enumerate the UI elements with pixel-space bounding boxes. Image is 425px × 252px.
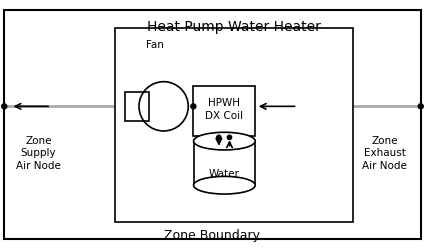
Bar [194, 141, 255, 185]
Text: Zone Boundary: Zone Boundary [164, 229, 261, 242]
Text: Zone
Supply
Air Node: Zone Supply Air Node [16, 136, 61, 171]
Circle shape [191, 104, 196, 109]
Ellipse shape [194, 176, 255, 194]
Circle shape [227, 135, 232, 140]
Text: Water
Heater: Water Heater [207, 169, 242, 192]
Circle shape [2, 104, 7, 109]
Ellipse shape [194, 132, 255, 150]
Circle shape [418, 104, 423, 109]
Bar [115, 28, 353, 222]
Text: HPWH
DX Coil: HPWH DX Coil [205, 98, 244, 121]
Text: Zone
Exhaust
Air Node: Zone Exhaust Air Node [362, 136, 407, 171]
Text: Heat Pump Water Heater: Heat Pump Water Heater [147, 20, 321, 34]
Text: Fan: Fan [146, 40, 164, 50]
Bar [193, 86, 255, 136]
Bar [125, 92, 149, 121]
Circle shape [217, 135, 221, 140]
